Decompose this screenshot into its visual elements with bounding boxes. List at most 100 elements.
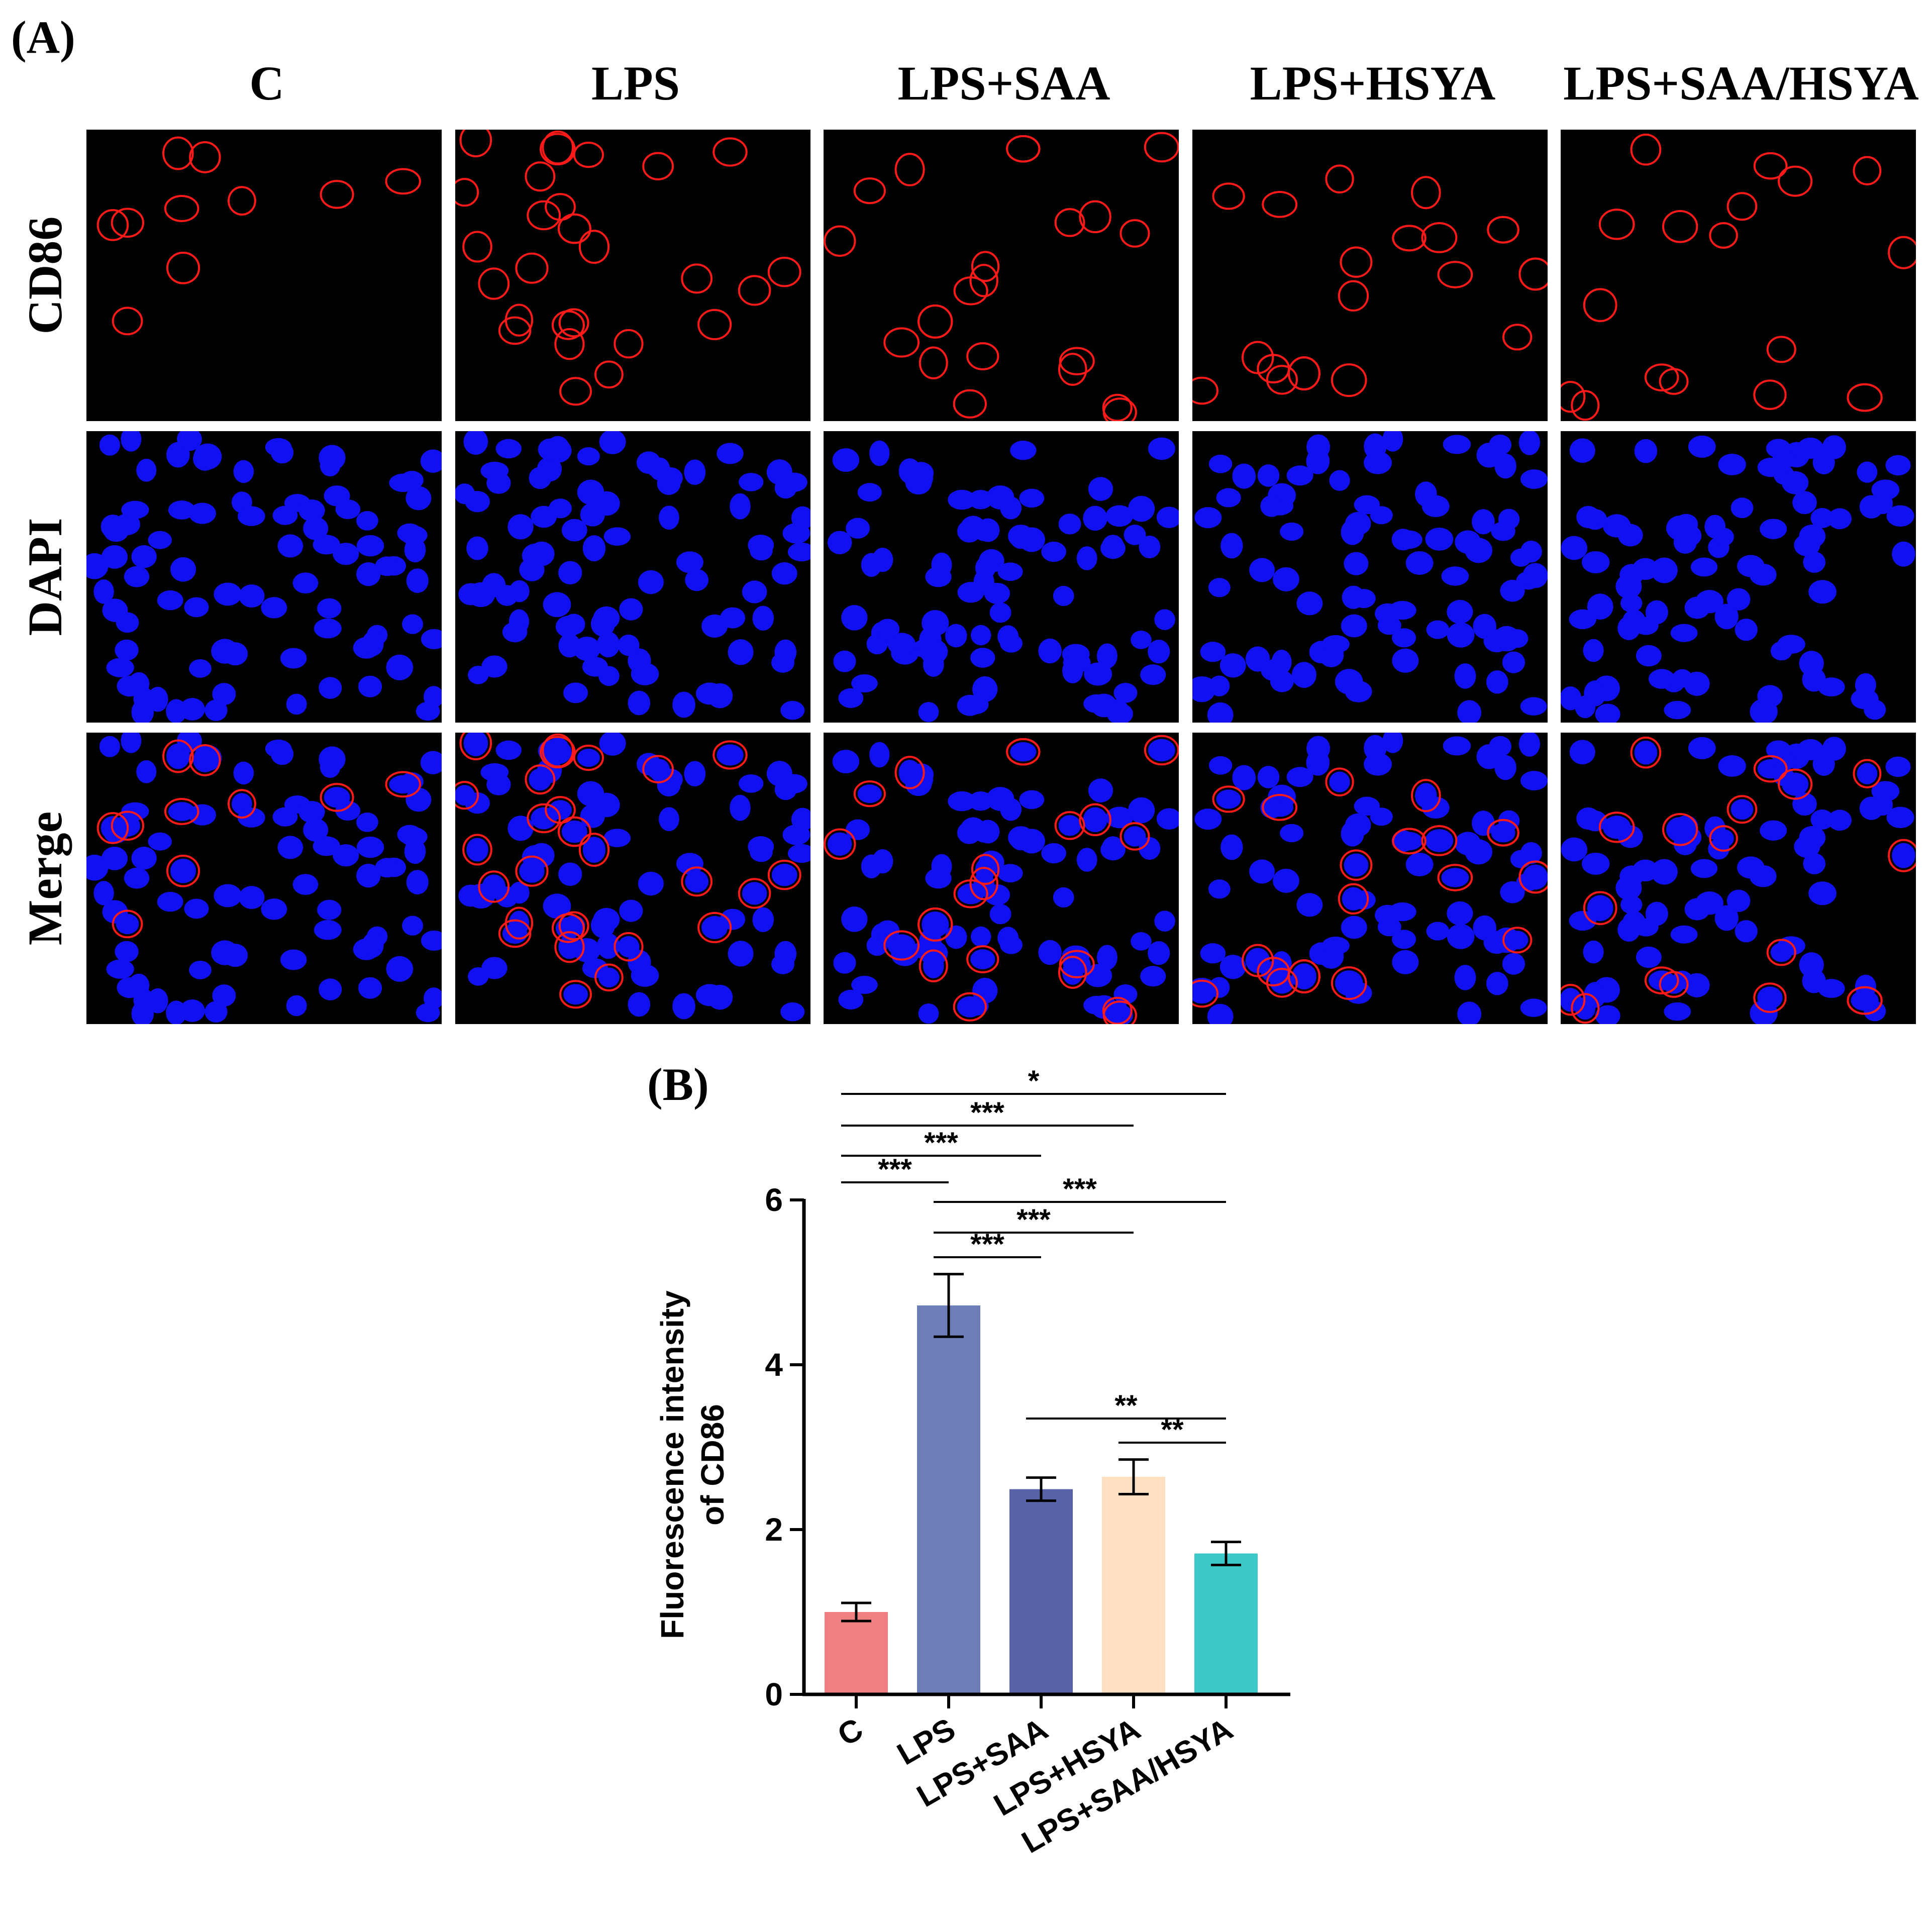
y-tick-label: 0 <box>765 1676 783 1712</box>
nucleus <box>193 443 222 470</box>
membrane-ring <box>558 308 589 338</box>
nucleus <box>1587 593 1613 620</box>
nucleus <box>730 493 751 520</box>
nucleus <box>495 439 522 459</box>
membrane-ring <box>953 389 987 419</box>
nucleus <box>701 614 728 638</box>
nucleus <box>482 573 506 597</box>
nucleus <box>286 693 307 715</box>
membrane-ring <box>1102 996 1133 1024</box>
membrane-ring <box>1325 767 1354 796</box>
micrograph-cd86-2 <box>455 130 810 421</box>
nucleus <box>1634 439 1658 463</box>
nucleus <box>1076 546 1097 570</box>
micrograph-merge-4 <box>1192 733 1548 1024</box>
significance-label: ** <box>1114 1389 1138 1422</box>
nucleus <box>121 802 149 821</box>
membrane-ring <box>385 168 421 195</box>
nucleus <box>833 650 856 672</box>
nucleus <box>752 605 774 631</box>
membrane-ring <box>462 834 492 866</box>
nucleus <box>1083 694 1110 714</box>
membrane-ring <box>96 209 129 241</box>
membrane-ring <box>1262 191 1298 218</box>
nucleus <box>1777 635 1805 654</box>
nucleus <box>672 993 695 1020</box>
nucleus <box>1208 454 1233 473</box>
nucleus <box>86 553 109 579</box>
membrane-ring <box>697 309 732 340</box>
nucleus <box>1859 796 1883 820</box>
nucleus <box>529 467 552 489</box>
nucleus <box>1063 954 1091 974</box>
membrane-ring <box>558 911 589 941</box>
nucleus <box>603 829 631 848</box>
nucleus <box>1105 505 1134 527</box>
nucleus <box>1760 820 1787 841</box>
nucleus <box>529 768 552 791</box>
nucleus <box>832 750 860 773</box>
membrane-ring <box>1241 341 1274 374</box>
nucleus <box>1364 451 1392 474</box>
nucleus <box>1782 772 1809 796</box>
nucleus <box>509 881 530 904</box>
nucleus <box>356 836 384 858</box>
nucleus <box>406 870 429 894</box>
nucleus <box>166 699 187 723</box>
nucleus <box>99 434 121 456</box>
membrane-ring <box>697 912 732 943</box>
nucleus <box>577 749 600 767</box>
nucleus <box>1083 807 1107 833</box>
nucleus <box>672 691 695 718</box>
nucleus <box>1569 609 1596 630</box>
nucleus <box>628 690 651 716</box>
nucleus <box>1260 796 1283 819</box>
nucleus <box>211 639 239 664</box>
membrane-ring <box>1583 288 1617 322</box>
membrane-ring <box>1059 950 1095 978</box>
significance-label: *** <box>970 1228 1004 1261</box>
membrane-ring <box>1561 381 1586 413</box>
nucleus <box>582 535 606 562</box>
nucleus <box>728 639 754 665</box>
nucleus <box>1352 890 1376 910</box>
membrane-ring <box>166 251 200 284</box>
y-axis-label-line1: Fluorescence intensity <box>654 1290 690 1639</box>
nucleus <box>99 736 121 757</box>
nucleus <box>1291 963 1316 989</box>
nucleus <box>1502 953 1526 975</box>
nucleus <box>774 639 797 665</box>
nucleus <box>214 884 242 907</box>
nucleus <box>1799 952 1824 978</box>
membrane-ring <box>1598 209 1635 240</box>
nucleus <box>1140 966 1166 987</box>
membrane-ring <box>1726 795 1758 824</box>
membrane-ring <box>578 833 610 867</box>
nucleus <box>212 984 236 1007</box>
membrane-ring <box>971 854 1000 885</box>
membrane-ring <box>824 225 856 257</box>
nucleus <box>1232 463 1256 489</box>
nucleus <box>948 489 976 510</box>
membrane-ring <box>320 180 354 209</box>
membrane-ring <box>681 866 713 897</box>
nucleus <box>1131 932 1152 951</box>
nucleus <box>1855 673 1876 697</box>
nucleus <box>1735 619 1758 641</box>
nucleus <box>356 535 384 557</box>
nucleus <box>486 773 511 795</box>
panel-b-label: (B) <box>647 1059 709 1110</box>
nucleus <box>549 800 572 820</box>
nucleus <box>1221 533 1243 559</box>
nucleus <box>1345 680 1372 702</box>
nucleus <box>1245 948 1270 973</box>
membrane-ring <box>455 178 479 207</box>
group-title-lps-saa-hsya: LPS+SAA/HSYA <box>1563 56 1919 110</box>
membrane-ring <box>918 907 953 942</box>
nucleus <box>375 858 399 878</box>
nucleus <box>1375 904 1401 926</box>
membrane-ring <box>540 736 576 769</box>
membrane-ring <box>594 963 624 992</box>
membrane-ring <box>1392 225 1427 252</box>
membrane-ring <box>1266 365 1298 395</box>
